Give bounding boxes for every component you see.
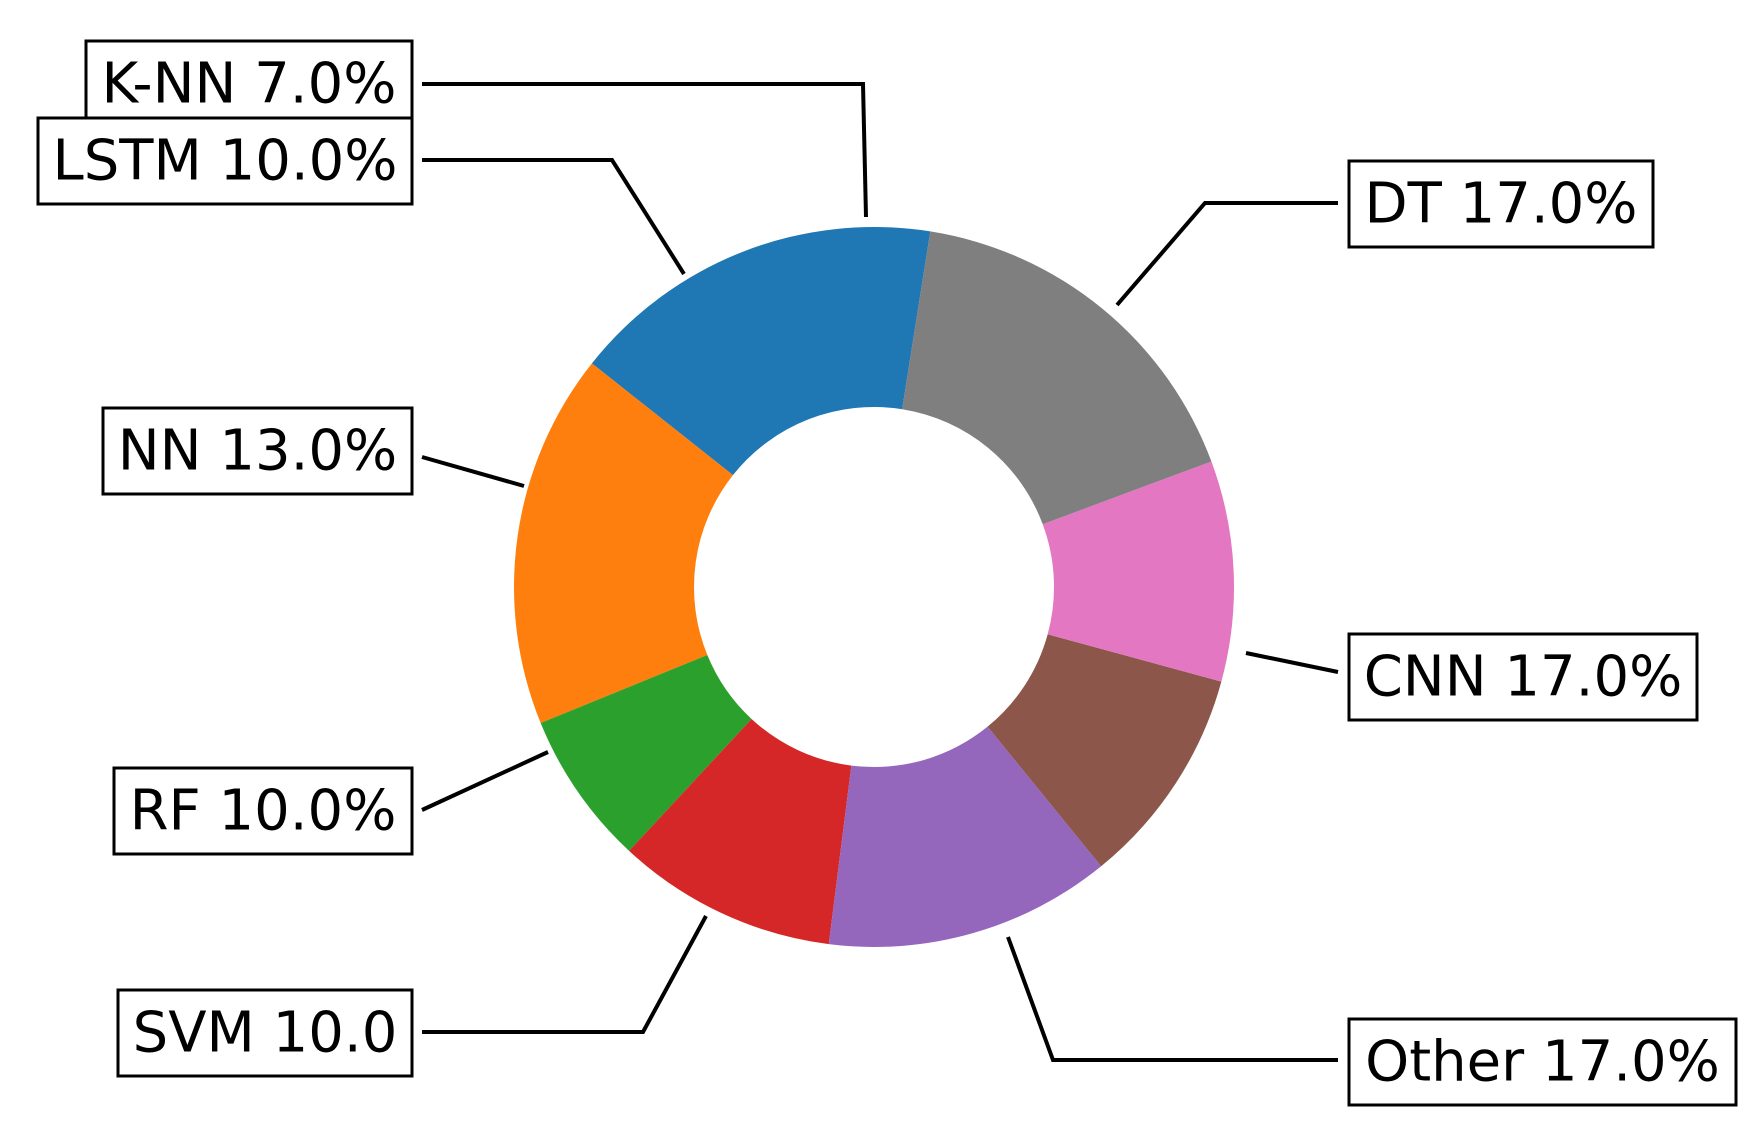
donut-slices <box>514 227 1235 947</box>
leader-line-k-nn <box>422 82 868 218</box>
label-box-other <box>1347 1017 1738 1107</box>
label-box-dt <box>1347 159 1655 249</box>
label-other: Other 17.0% <box>1365 1030 1720 1095</box>
slice-lstm <box>629 718 852 945</box>
leader-line-other <box>1006 936 1338 1062</box>
slice-dt <box>514 363 733 723</box>
label-lstm: LSTM 10.0% <box>53 129 398 194</box>
label-box-k-nn <box>84 39 414 129</box>
leader-line-rf <box>421 750 549 812</box>
label-nn: NN 13.0% <box>118 419 397 484</box>
leader-lines <box>421 82 1339 1062</box>
label-cnn: CNN 17.0% <box>1364 645 1683 710</box>
slice-rf <box>987 634 1222 867</box>
slice-svm <box>1042 461 1235 682</box>
leader-line-lstm <box>422 158 686 276</box>
label-dt: DT 17.0% <box>1364 172 1637 237</box>
label-svm: SVM 10.0 <box>133 1001 398 1066</box>
leader-line-nn <box>421 455 525 488</box>
leader-line-dt <box>1115 201 1338 307</box>
label-k-nn: K-NN 7.0% <box>102 52 397 117</box>
slice-nn <box>828 726 1102 947</box>
label-box-svm <box>116 988 414 1078</box>
leader-line-svm <box>422 915 708 1034</box>
label-box-nn <box>101 406 414 496</box>
label-rf: RF 10.0% <box>130 779 397 844</box>
label-box-lstm <box>36 116 414 206</box>
slice-other <box>902 231 1212 525</box>
leader-line-cnn <box>1245 651 1339 674</box>
slice-cnn <box>591 227 931 476</box>
label-box-cnn <box>1347 632 1699 722</box>
label-box-rf <box>112 766 414 856</box>
slice-labels: CNN 17.0% DT 17.0% K-NN 7.0% LSTM 10.0% NN 1… <box>36 39 1738 1107</box>
slice-k-nn <box>540 654 752 851</box>
